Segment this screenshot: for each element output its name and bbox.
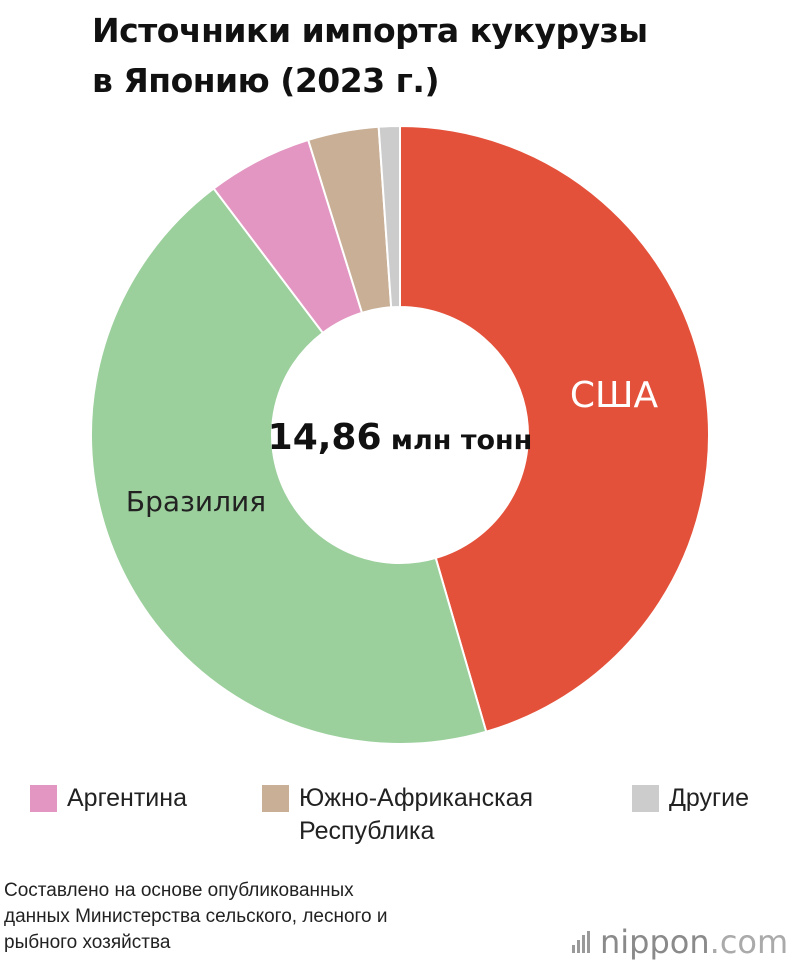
chart-title: Источники импорта кукурузы в Японию (202… xyxy=(92,6,782,106)
slice-brazil xyxy=(90,187,488,745)
slice-other xyxy=(377,124,401,309)
legend-label-south-africa-line-1: Южно-Африканская xyxy=(299,784,534,812)
slice-label-brazil: Бразилия xyxy=(126,485,266,518)
logo-name: nippon xyxy=(600,923,710,961)
legend-swatch-south-africa xyxy=(262,785,289,812)
legend-swatch-other xyxy=(632,785,659,812)
legend-label-other: Другие xyxy=(669,784,750,812)
slice-label-usa: США xyxy=(570,375,659,416)
slice-usa xyxy=(399,124,710,733)
legend-item-other: Другие xyxy=(632,782,749,815)
nippon-logo: nippon .com xyxy=(572,922,788,962)
legend-swatch-argentina xyxy=(30,785,57,812)
source-note-line-3: рыбного хозяйства xyxy=(4,932,171,953)
chart-title-line-2: в Японию (2023 г.) xyxy=(92,61,440,100)
legend-item-south-africa: Южно-Африканская Республика xyxy=(262,782,533,848)
source-note: Составлено на основе опубликованных данн… xyxy=(4,878,524,956)
logo-bars-icon xyxy=(572,931,592,953)
source-note-line-2: данных Министерства сельского, лесного и xyxy=(4,906,388,927)
chart-title-line-1: Источники импорта кукурузы xyxy=(92,11,648,50)
center-total-unit: млн тонн xyxy=(382,425,533,456)
logo-suffix: .com xyxy=(709,923,789,961)
legend-label-south-africa-line-2: Республика xyxy=(299,817,435,845)
source-note-line-1: Составлено на основе опубликованных xyxy=(4,880,354,901)
legend-item-argentina: Аргентина xyxy=(30,782,187,815)
center-total-label: 14,86 млн тонн xyxy=(268,417,533,458)
center-total-value: 14,86 xyxy=(268,417,382,458)
legend-label-argentina: Аргентина xyxy=(67,784,187,812)
